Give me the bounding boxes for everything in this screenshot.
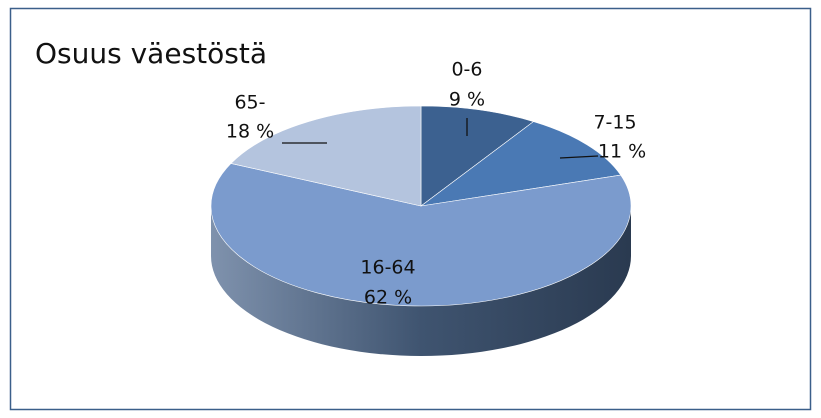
- slice: [420, 121, 622, 207]
- slice-side: [211, 206, 631, 356]
- slice-label: 16-64: [360, 257, 415, 279]
- slice-label: 7-15: [593, 112, 636, 134]
- slice: [230, 105, 422, 207]
- slice-value-label: 9 %: [449, 89, 485, 111]
- slice-label: 0-6: [451, 59, 482, 81]
- slice-label: 65-: [234, 92, 265, 114]
- leader-lines: [282, 118, 599, 159]
- chart-title: Osuus väestöstä: [35, 37, 267, 70]
- slice-value-label: 62 %: [364, 287, 412, 309]
- slice: [420, 105, 535, 207]
- leader-line: [559, 155, 599, 159]
- slice-value-label: 11 %: [598, 141, 646, 163]
- slice: [210, 163, 632, 307]
- slice-value-label: 18 %: [226, 121, 274, 143]
